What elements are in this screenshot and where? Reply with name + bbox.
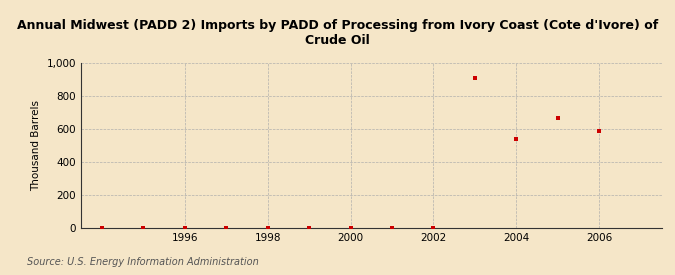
- Y-axis label: Thousand Barrels: Thousand Barrels: [31, 100, 41, 191]
- Point: [470, 76, 481, 80]
- Point: [221, 226, 232, 230]
- Text: Annual Midwest (PADD 2) Imports by PADD of Processing from Ivory Coast (Cote d'I: Annual Midwest (PADD 2) Imports by PADD …: [17, 19, 658, 47]
- Text: Source: U.S. Energy Information Administration: Source: U.S. Energy Information Administ…: [27, 257, 259, 267]
- Point: [552, 116, 563, 120]
- Point: [345, 226, 356, 230]
- Point: [304, 226, 315, 230]
- Point: [97, 226, 107, 230]
- Point: [387, 226, 398, 230]
- Point: [594, 129, 605, 133]
- Point: [138, 226, 148, 230]
- Point: [428, 226, 439, 230]
- Point: [262, 226, 273, 230]
- Point: [511, 137, 522, 141]
- Point: [180, 226, 190, 230]
